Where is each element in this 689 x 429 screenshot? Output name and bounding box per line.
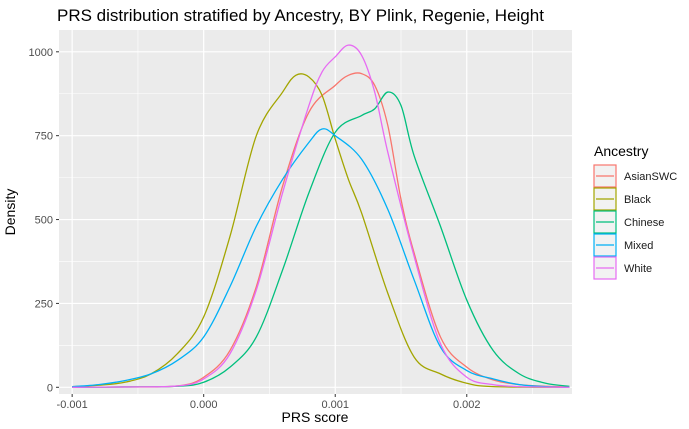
x-tick-label: 0.001 [321, 399, 349, 411]
grid-major [59, 30, 572, 394]
y-tick-label: 0 [47, 382, 53, 394]
legend-label: Mixed [624, 240, 653, 252]
series-line-black [72, 73, 570, 388]
x-tick-label: 0.000 [190, 399, 218, 411]
legend: AsianSWC Black Chinese Mixed White [593, 164, 677, 280]
x-tick-label: 0.002 [453, 399, 481, 411]
y-tick-label: 1000 [29, 47, 53, 59]
series-line-white [72, 44, 570, 388]
grid-minor [59, 30, 572, 394]
legend-label: Chinese [624, 217, 664, 229]
plot-panel [59, 30, 572, 394]
legend-label: White [624, 263, 652, 275]
y-axis-title: Density [2, 189, 18, 236]
legend-label: Black [624, 194, 651, 206]
y-tick-label: 750 [35, 131, 53, 143]
x-tick-label: -0.001 [57, 399, 88, 411]
x-axis-title: PRS score [282, 409, 349, 425]
x-axis: -0.001 0.000 0.001 0.002 [57, 394, 481, 411]
series-lines [72, 44, 570, 388]
legend-label: AsianSWC [624, 171, 677, 183]
series-line-mixed [72, 128, 570, 388]
y-tick-label: 500 [35, 215, 53, 227]
y-tick-label: 250 [35, 298, 53, 310]
y-axis: 0 250 500 750 1000 [29, 47, 59, 394]
series-line-chinese [72, 91, 570, 388]
chart-title: PRS distribution stratified by Ancestry,… [57, 6, 544, 25]
legend-title: Ancestry [594, 143, 648, 159]
